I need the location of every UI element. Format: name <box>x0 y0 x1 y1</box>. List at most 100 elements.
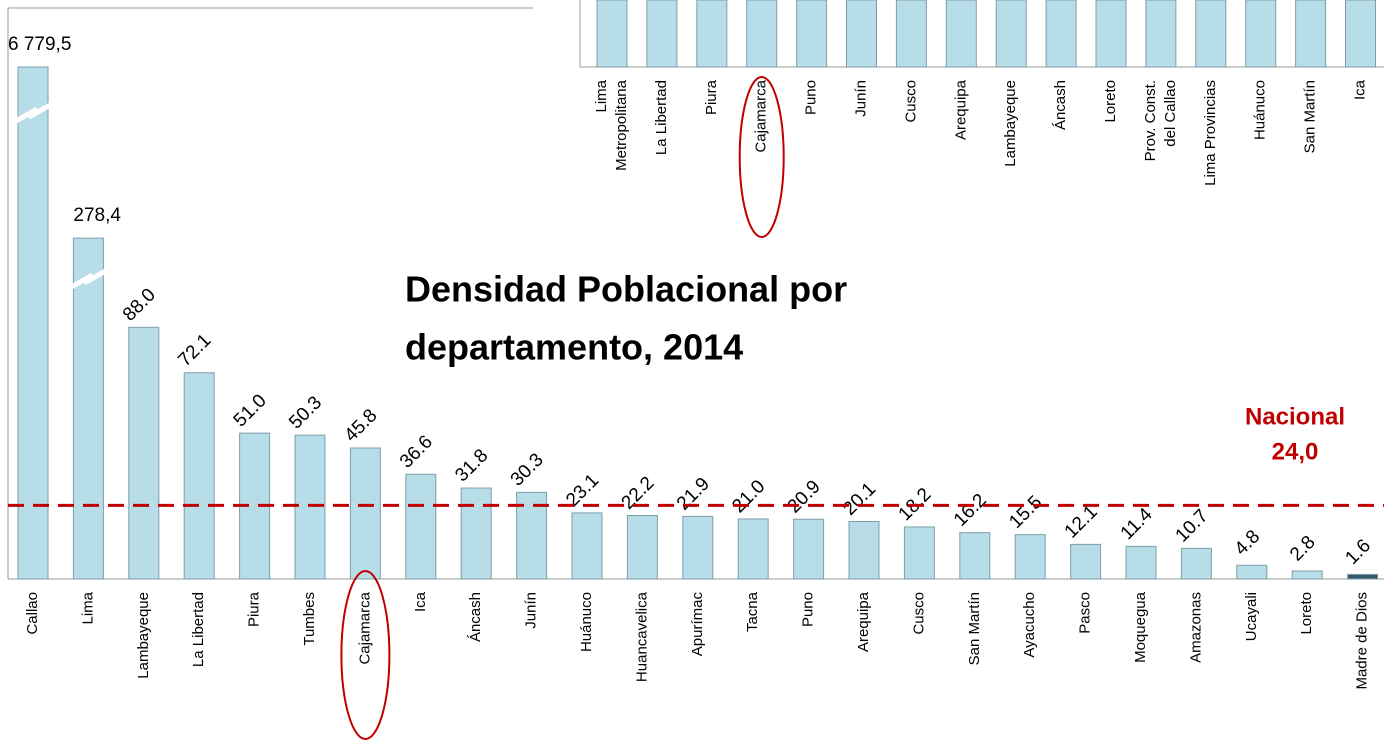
bar <box>72 237 104 580</box>
x-tick-label: La Libertad <box>190 592 207 667</box>
x-tick-label: Tumbes <box>301 592 318 646</box>
value-label: 72.1 <box>174 330 215 371</box>
inset-tick-label: Piura <box>703 79 720 115</box>
value-label: 4.8 <box>1231 526 1265 560</box>
highlight-ellipse <box>738 76 785 238</box>
inset-bar <box>995 0 1027 68</box>
x-tick-label: Amazonas <box>1187 592 1204 663</box>
inset-bar <box>1145 0 1177 68</box>
axis-break <box>70 268 107 290</box>
value-label: 50.3 <box>285 392 326 433</box>
value-label: 6 779,5 <box>8 34 71 55</box>
inset-tick-label: Ica <box>1351 79 1368 100</box>
value-label: 1.6 <box>1341 535 1375 569</box>
value-label: 30.3 <box>507 449 548 490</box>
inset-tick-label: Cajamarca <box>753 79 770 152</box>
reference-label: 24,0 <box>1272 438 1319 465</box>
bar <box>128 326 160 580</box>
value-label: 45.8 <box>341 405 382 446</box>
bar <box>1291 570 1323 580</box>
value-label: 21.9 <box>673 474 714 515</box>
bar <box>349 447 381 580</box>
x-tick-label: Huancavelica <box>633 591 650 682</box>
value-label: 31.8 <box>451 445 492 486</box>
bar <box>793 518 825 580</box>
bar <box>1070 543 1102 580</box>
value-label: 36.6 <box>396 431 437 472</box>
bar <box>737 518 769 580</box>
x-tick-label: Callao <box>24 592 41 635</box>
inset-bar <box>1245 0 1277 68</box>
x-tick-label: Ayacucho <box>1021 592 1038 658</box>
inset-bar <box>596 0 628 68</box>
x-tick-label: Cusco <box>910 592 927 635</box>
inset-tick-label: Prov. Const. <box>1142 80 1159 161</box>
inset-tick-label: Arequipa <box>952 79 969 140</box>
inset-tick-label: Lima <box>593 79 610 112</box>
x-tick-label: Madre de Dios <box>1354 592 1371 690</box>
x-tick-label: Loreto <box>1298 592 1315 635</box>
x-tick-label: Apurímac <box>689 592 706 657</box>
value-label: 20.9 <box>784 476 825 517</box>
inset-tick-label: Metropolitana <box>613 79 630 171</box>
x-tick-label: San Martín <box>966 592 983 665</box>
inset-bar <box>796 0 828 68</box>
bar <box>626 515 658 580</box>
x-tick-label: Arequipa <box>855 591 872 652</box>
bar <box>571 512 603 580</box>
inset-tick-label: Junín <box>852 80 869 117</box>
bar <box>1125 545 1157 580</box>
value-label: 15.5 <box>1005 492 1046 533</box>
title-line: departamento, 2014 <box>405 327 743 368</box>
highlight-ellipse <box>340 570 391 740</box>
x-tick-label: Cajamarca <box>356 591 373 664</box>
value-label: 88.0 <box>119 284 160 325</box>
value-label: 20.1 <box>839 479 880 520</box>
x-tick-label: Áncash <box>467 592 484 642</box>
inset-bar <box>646 0 678 68</box>
x-tick-label: Lambayeque <box>135 592 152 679</box>
inset-tick-label: Áncash <box>1052 80 1069 130</box>
inset-bar <box>1095 0 1127 68</box>
x-tick-label: Huánuco <box>578 592 595 652</box>
bar <box>1014 534 1046 580</box>
value-label: 21.0 <box>728 476 769 517</box>
x-tick-label: Ica <box>412 591 429 612</box>
value-label: 12.1 <box>1061 502 1102 543</box>
inset-bar <box>846 0 877 68</box>
x-tick-label: Piura <box>246 591 263 627</box>
inset-tick-label: del Callao <box>1162 80 1179 147</box>
inset-bar <box>696 0 728 68</box>
bar <box>1236 564 1268 580</box>
bar <box>959 532 991 580</box>
inset-bar <box>746 0 778 68</box>
title-line: Densidad Poblacional por <box>405 269 847 310</box>
inset-tick-label: Puno <box>803 80 820 115</box>
inset-bar <box>1345 0 1376 68</box>
inset-bar <box>1195 0 1227 68</box>
bar <box>903 526 935 580</box>
x-tick-label: Pasco <box>1077 592 1094 634</box>
bar <box>848 521 880 580</box>
inset-tick-label: Cusco <box>902 80 919 123</box>
inset-tick-label: San Martín <box>1302 80 1319 153</box>
value-label: 2.8 <box>1286 532 1320 566</box>
bar <box>460 487 492 580</box>
x-tick-label: Lima <box>79 591 96 624</box>
inset-tick-label: Lambayeque <box>1002 80 1019 167</box>
bar <box>1180 547 1212 580</box>
inset-tick-label: Lima Provincias <box>1202 80 1219 186</box>
inset-bar <box>895 0 927 68</box>
x-tick-label: Tacna <box>744 591 761 632</box>
value-label: 22.2 <box>618 473 659 514</box>
value-label: 10.7 <box>1172 506 1213 547</box>
inset-bar <box>1295 0 1327 68</box>
bar <box>17 66 49 580</box>
inset-bar <box>1045 0 1077 68</box>
bar <box>183 372 215 580</box>
inset-tick-label: La Libertad <box>653 80 670 155</box>
x-tick-label: Puno <box>800 592 817 627</box>
x-tick-label: Moquegua <box>1132 591 1149 663</box>
bar <box>1347 573 1379 580</box>
